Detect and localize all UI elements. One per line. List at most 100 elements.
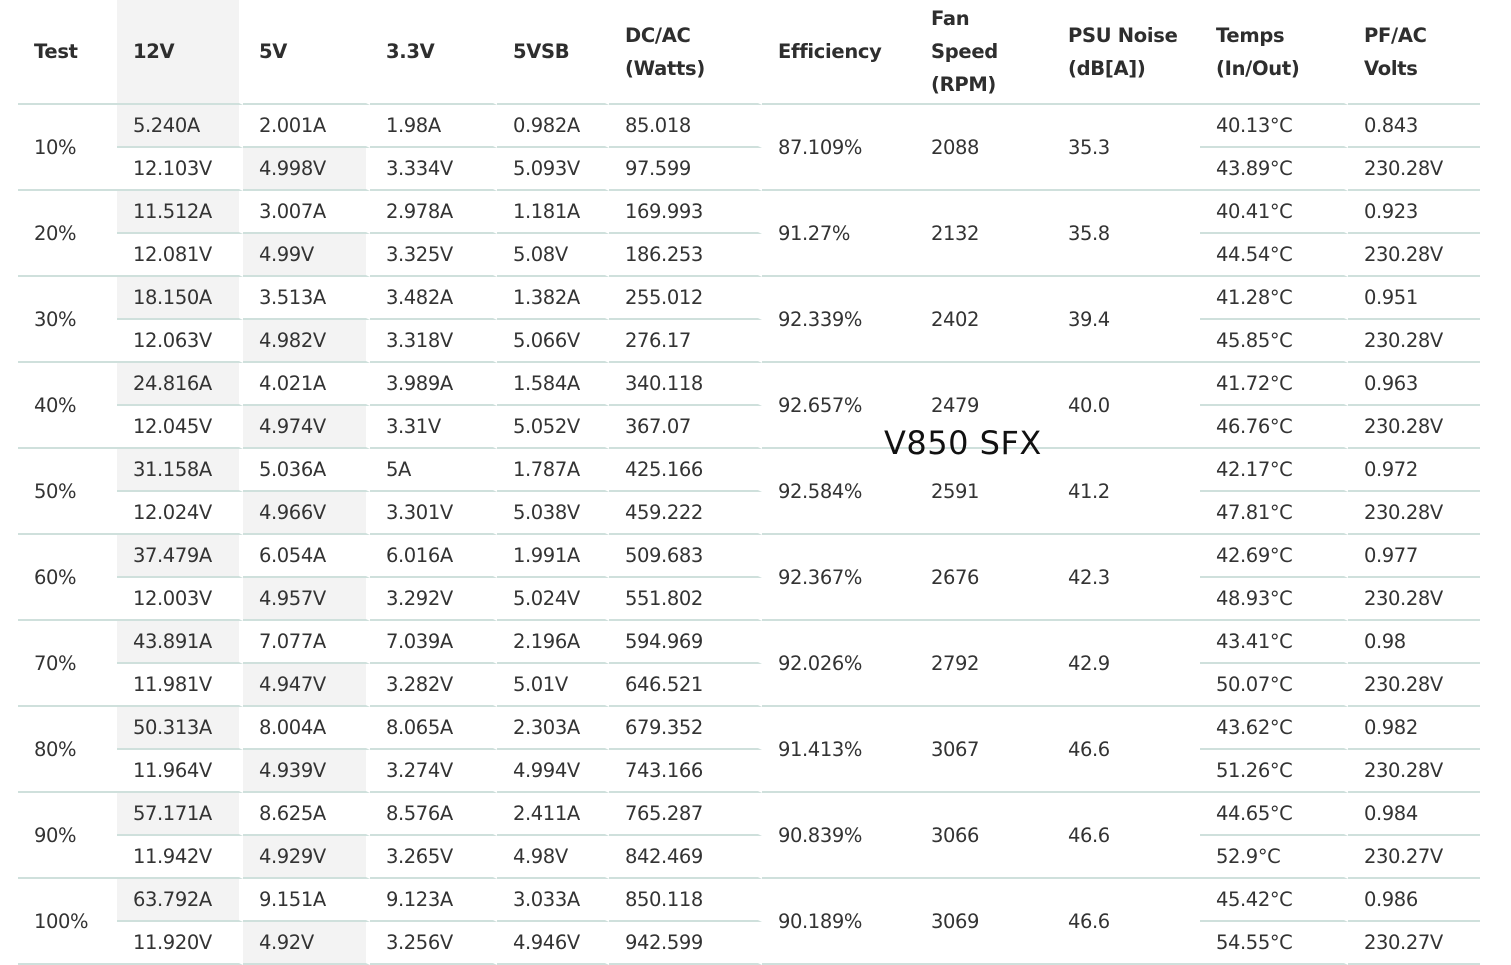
cell-psu-noise: 35.3 (1052, 105, 1200, 191)
column-header-text: Test (34, 40, 78, 63)
table-row-volts: 12.045V 4.974V 3.31V 5.052V 367.07 46.76°C 230… (18, 406, 1480, 449)
cell-5vsb-amps: 2.196A (497, 621, 609, 664)
cell-3-3v-amps: 3.989A (370, 363, 497, 406)
cell-temp-in: 43.41°C (1200, 621, 1348, 664)
table-row-volts: 11.942V 4.929V 3.265V 4.98V 842.469 52.9°C 230… (18, 836, 1480, 879)
column-header-5v: 5V (243, 0, 370, 105)
cell-ac-watts: 459.222 (609, 492, 762, 535)
cell-psu-noise: 39.4 (1052, 277, 1200, 363)
cell-fan-speed: 2591 (915, 449, 1052, 535)
cell-5v-amps: 3.513A (243, 277, 370, 320)
load-level-cell: 20% (18, 191, 117, 277)
cell-psu-noise: 35.8 (1052, 191, 1200, 277)
column-header-text: Fan (931, 7, 970, 30)
cell-temp-out: 47.81°C (1200, 492, 1348, 535)
cell-psu-noise: 41.2 (1052, 449, 1200, 535)
cell-fan-speed: 2402 (915, 277, 1052, 363)
table-row-amps: 20% 11.512A 3.007A 2.978A 1.181A 169.993 91.27… (18, 191, 1480, 277)
cell-dc-watts: 425.166 (609, 449, 762, 492)
cell-3-3v-volts: 3.301V (370, 492, 497, 535)
cell-psu-noise: 42.9 (1052, 621, 1200, 707)
cell-5vsb-amps: 1.584A (497, 363, 609, 406)
cell-psu-noise: 46.6 (1052, 879, 1200, 965)
cell-ac-watts: 551.802 (609, 578, 762, 621)
cell-3-3v-volts: 3.334V (370, 148, 497, 191)
cell-5vsb-amps: 1.382A (497, 277, 609, 320)
column-header-text: DC/AC (625, 23, 691, 47)
column-header-text: 3.3V (386, 40, 435, 63)
cell-5vsb-volts: 5.066V (497, 320, 609, 363)
column-header-efficiency: Efficiency (762, 0, 915, 105)
cell-dc-watts: 509.683 (609, 535, 762, 578)
table-row-amps: 10% 5.240A 2.001A 1.98A 0.982A 85.018 87.109% 2… (18, 105, 1480, 191)
cell-3-3v-amps: 3.482A (370, 277, 497, 320)
cell-power-factor: 0.951 (1348, 277, 1480, 320)
table-row-amps: 50% 31.158A 5.036A 5A 1.787A 425.166 92.584% 25… (18, 449, 1480, 535)
cell-efficiency: 90.839% (762, 793, 915, 879)
cell-temp-in: 40.13°C (1200, 105, 1348, 148)
cell-ac-volts: 230.28V (1348, 406, 1480, 449)
cell-12v-amps: 18.150A (117, 277, 243, 320)
column-header-fan-speed: Fan Speed (RPM) (915, 0, 1052, 105)
cell-fan-speed: 3067 (915, 707, 1052, 793)
table-body: 10% 5.240A 2.001A 1.98A 0.982A 85.018 87.109% 2… (18, 105, 1480, 965)
cell-power-factor: 0.982 (1348, 707, 1480, 750)
cell-3-3v-volts: 3.292V (370, 578, 497, 621)
cell-5v-volts: 4.929V (243, 836, 370, 879)
cell-temp-out: 48.93°C (1200, 578, 1348, 621)
cell-psu-noise: 42.3 (1052, 535, 1200, 621)
cell-3-3v-amps: 8.576A (370, 793, 497, 836)
load-level-cell: 80% (18, 707, 117, 793)
column-header-text: (In/Out) (1216, 56, 1300, 80)
cell-3-3v-amps: 7.039A (370, 621, 497, 664)
cell-12v-amps: 24.816A (117, 363, 243, 406)
cell-12v-amps: 11.512A (117, 191, 243, 234)
results-table-container: Test 12V 5V 3.3V 5VSB DC/AC (Watts) Efficiency F… (18, 0, 1480, 965)
cell-dc-watts: 850.118 (609, 879, 762, 922)
cell-12v-volts: 12.081V (117, 234, 243, 277)
cell-temp-in: 41.28°C (1200, 277, 1348, 320)
header-row: Test 12V 5V 3.3V 5VSB DC/AC (Watts) Efficiency F… (18, 0, 1480, 105)
cell-temp-out: 45.85°C (1200, 320, 1348, 363)
cell-5vsb-volts: 5.052V (497, 406, 609, 449)
column-header-pf-ac-volts: PF/AC Volts (1348, 0, 1480, 105)
table-row-volts: 12.024V 4.966V 3.301V 5.038V 459.222 47.81°C 2… (18, 492, 1480, 535)
column-header-5vsb: 5VSB (497, 0, 609, 105)
column-header-text: 5V (259, 40, 288, 63)
cell-12v-volts: 12.103V (117, 148, 243, 191)
cell-5vsb-volts: 5.093V (497, 148, 609, 191)
table-row-amps: 80% 50.313A 8.004A 8.065A 2.303A 679.352 91.41… (18, 707, 1480, 793)
cell-5vsb-amps: 2.411A (497, 793, 609, 836)
cell-3-3v-amps: 8.065A (370, 707, 497, 750)
cell-ac-watts: 276.17 (609, 320, 762, 363)
cell-3-3v-volts: 3.265V (370, 836, 497, 879)
cell-5v-amps: 3.007A (243, 191, 370, 234)
cell-ac-volts: 230.28V (1348, 320, 1480, 363)
cell-12v-volts: 11.981V (117, 664, 243, 707)
load-level-cell: 50% (18, 449, 117, 535)
cell-12v-amps: 50.313A (117, 707, 243, 750)
load-level-cell: 10% (18, 105, 117, 191)
column-header-text: PF/AC (1364, 23, 1427, 47)
cell-efficiency: 90.189% (762, 879, 915, 965)
cell-power-factor: 0.963 (1348, 363, 1480, 406)
cell-5v-volts: 4.998V (243, 148, 370, 191)
cell-temp-in: 44.65°C (1200, 793, 1348, 836)
load-level-cell: 30% (18, 277, 117, 363)
column-header-text: Efficiency (778, 40, 882, 63)
cell-3-3v-amps: 6.016A (370, 535, 497, 578)
cell-dc-watts: 85.018 (609, 105, 762, 148)
column-header-12v: 12V (117, 0, 243, 105)
table-row-amps: 40% 24.816A 4.021A 3.989A 1.584A 340.118 92.65… (18, 363, 1480, 449)
cell-efficiency: 92.584% (762, 449, 915, 535)
cell-3-3v-volts: 3.325V (370, 234, 497, 277)
table-row-amps: 90% 57.171A 8.625A 8.576A 2.411A 765.287 90.83… (18, 793, 1480, 879)
cell-12v-volts: 12.063V (117, 320, 243, 363)
cell-ac-watts: 367.07 (609, 406, 762, 449)
cell-3-3v-amps: 5A (370, 449, 497, 492)
cell-ac-watts: 97.599 (609, 148, 762, 191)
cell-5vsb-volts: 4.994V (497, 750, 609, 793)
cell-5v-volts: 4.966V (243, 492, 370, 535)
cell-psu-noise: 46.6 (1052, 707, 1200, 793)
cell-ac-volts: 230.27V (1348, 836, 1480, 879)
